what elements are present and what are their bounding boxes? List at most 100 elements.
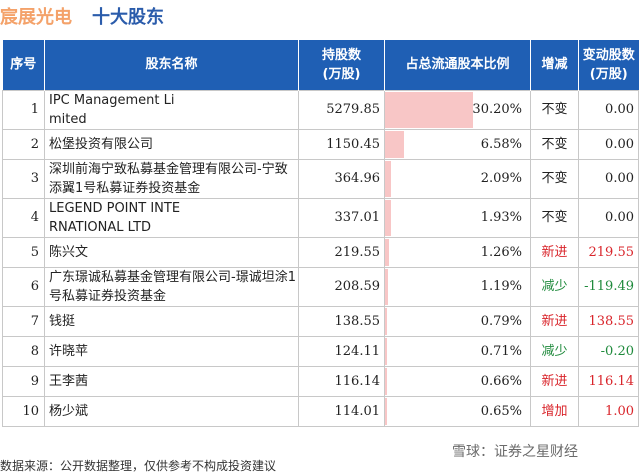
change-shares: 1.00 <box>578 395 639 427</box>
ratio-value: 0.66% <box>480 373 522 389</box>
change-shares: 0.00 <box>578 197 639 238</box>
ratio-value: 30.20% <box>472 102 522 117</box>
ratio-value: 2.09% <box>480 171 522 186</box>
ratio-value: 0.71% <box>480 343 522 359</box>
row-index: 10 <box>2 395 45 427</box>
shareholder-name: 王李茜 <box>44 365 299 397</box>
change-status: 增加 <box>530 395 579 427</box>
title-bar: 宸展光电 十大股东 <box>0 0 640 30</box>
col-header-change: 增减 <box>530 40 579 90</box>
shareholder-name: 许晓苹 <box>44 335 299 367</box>
ratio-cell: 1.26% <box>384 236 531 268</box>
col-header-ratio: 占总流通股本比例 <box>384 40 531 90</box>
row-index: 4 <box>2 197 45 238</box>
ratio-cell: 1.19% <box>384 266 531 307</box>
row-index: 5 <box>2 236 45 268</box>
shareholder-name: 杨少斌 <box>44 395 299 427</box>
ratio-cell: 0.66% <box>384 365 531 397</box>
shares-held: 337.01 <box>298 197 385 238</box>
ratio-cell: 0.65% <box>384 395 531 427</box>
table-row: 5 陈兴文 219.55 1.26% 新进 219.55 <box>2 236 639 268</box>
change-shares: -0.20 <box>578 335 639 367</box>
ratio-bar <box>385 91 473 128</box>
ratio-cell: 0.71% <box>384 335 531 367</box>
change-status: 不变 <box>530 89 579 130</box>
ratio-bar <box>385 238 389 266</box>
company-name: 宸展光电 <box>0 7 72 28</box>
shares-held: 1150.45 <box>298 128 385 160</box>
ratio-bar <box>385 367 387 395</box>
table-body: 1 IPC Management Li mited 5279.85 30.20% 不变 0… <box>2 89 639 427</box>
ratio-value: 0.79% <box>480 313 522 329</box>
page-title: 十大股东 <box>92 7 164 28</box>
ratio-bar <box>385 268 389 305</box>
row-index: 8 <box>2 335 45 367</box>
change-shares: 138.55 <box>578 305 639 337</box>
ratio-value: 1.93% <box>480 210 522 225</box>
col-header-shares: 持股数 (万股) <box>298 40 385 90</box>
ratio-bar <box>385 199 391 236</box>
shares-held: 114.01 <box>298 395 385 427</box>
table-row: 7 钱挺 138.55 0.79% 新进 138.55 <box>2 305 639 337</box>
shareholder-name: 松堡投资有限公司 <box>44 128 299 160</box>
shares-held: 219.55 <box>298 236 385 268</box>
ratio-bar <box>385 337 388 365</box>
shareholder-name: 陈兴文 <box>44 236 299 268</box>
ratio-value: 0.65% <box>480 403 522 419</box>
change-shares: 0.00 <box>578 158 639 199</box>
shareholder-name: LEGEND POINT INTE RNATIONAL LTD <box>44 197 299 238</box>
table-row: 9 王李茜 116.14 0.66% 新进 116.14 <box>2 365 639 397</box>
change-shares: 0.00 <box>578 128 639 160</box>
table-row: 3 深圳前海宁致私募基金管理有限公司-宁致添翼1号私募证券投资基金 364.96 2.… <box>2 158 639 199</box>
ratio-cell: 1.93% <box>384 197 531 238</box>
row-index: 2 <box>2 128 45 160</box>
col-header-delta: 变动股数 (万股) <box>578 40 639 90</box>
shareholder-name: 广东璟诚私募基金管理有限公司-璟诚坦涂1号私募证券投资基金 <box>44 266 299 307</box>
ratio-value: 1.26% <box>480 244 522 260</box>
watermark-text: 雪球：证券之星财经 <box>452 444 578 460</box>
ratio-cell: 30.20% <box>384 89 531 130</box>
ratio-bar <box>385 130 405 158</box>
shares-held: 364.96 <box>298 158 385 199</box>
change-status: 不变 <box>530 197 579 238</box>
row-index: 3 <box>2 158 45 199</box>
change-status: 减少 <box>530 335 579 367</box>
col-header-name: 股东名称 <box>44 40 299 90</box>
ratio-bar <box>385 397 387 425</box>
shareholders-table: 序号 股东名称 持股数 (万股) 占总流通股本比例 增减 变动股数 (万股) 1… <box>2 40 639 427</box>
shares-held: 208.59 <box>298 266 385 307</box>
change-status: 不变 <box>530 128 579 160</box>
col-header-idx: 序号 <box>2 40 45 90</box>
row-index: 6 <box>2 266 45 307</box>
change-status: 新进 <box>530 305 579 337</box>
table-row: 4 LEGEND POINT INTE RNATIONAL LTD 337.01 1.… <box>2 197 639 238</box>
change-shares: 0.00 <box>578 89 639 130</box>
row-index: 1 <box>2 89 45 130</box>
shares-held: 124.11 <box>298 335 385 367</box>
shares-held: 116.14 <box>298 365 385 397</box>
footer-source: 数据来源：公开数据整理，仅供参考不构成投资建议 <box>0 459 277 473</box>
change-status: 不变 <box>530 158 579 199</box>
ratio-bar <box>385 160 392 197</box>
shareholder-name: 钱挺 <box>44 305 299 337</box>
ratio-cell: 0.79% <box>384 305 531 337</box>
ratio-bar <box>385 307 388 335</box>
row-index: 9 <box>2 365 45 397</box>
table-header-row: 序号 股东名称 持股数 (万股) 占总流通股本比例 增减 变动股数 (万股) <box>2 40 639 90</box>
ratio-value: 6.58% <box>480 136 522 152</box>
table-row: 2 松堡投资有限公司 1150.45 6.58% 不变 0.00 <box>2 128 639 160</box>
change-status: 新进 <box>530 236 579 268</box>
shares-held: 5279.85 <box>298 89 385 130</box>
ratio-value: 1.19% <box>480 279 522 294</box>
change-shares: 219.55 <box>578 236 639 268</box>
table-row: 1 IPC Management Li mited 5279.85 30.20% 不变 0… <box>2 89 639 130</box>
ratio-cell: 6.58% <box>384 128 531 160</box>
change-status: 新进 <box>530 365 579 397</box>
change-status: 减少 <box>530 266 579 307</box>
ratio-cell: 2.09% <box>384 158 531 199</box>
shareholder-name: IPC Management Li mited <box>44 89 299 130</box>
table-row: 8 许晓苹 124.11 0.71% 减少 -0.20 <box>2 335 639 367</box>
table-row: 10 杨少斌 114.01 0.65% 增加 1.00 <box>2 395 639 427</box>
change-shares: 116.14 <box>578 365 639 397</box>
table-row: 6 广东璟诚私募基金管理有限公司-璟诚坦涂1号私募证券投资基金 208.59 1.19… <box>2 266 639 307</box>
